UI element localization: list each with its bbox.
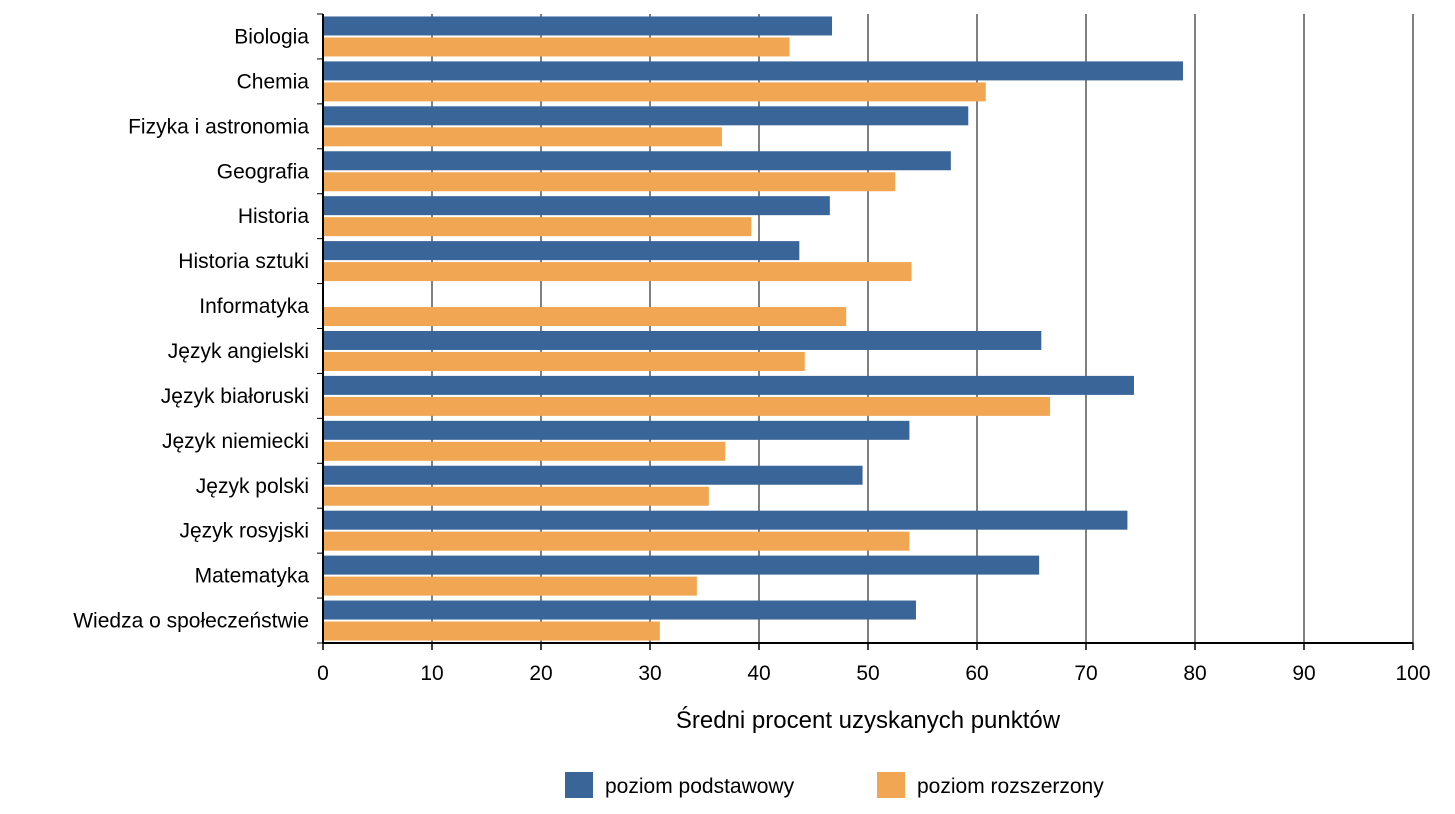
x-tick-label: 100 — [1395, 662, 1430, 685]
category-label: Chemia — [237, 70, 310, 93]
bar-rozszerzony — [323, 262, 912, 282]
x-tick-label: 80 — [1183, 662, 1206, 685]
x-tick-label: 30 — [638, 662, 661, 685]
category-label: Historia sztuki — [178, 250, 309, 273]
bar-podstawowy — [323, 151, 951, 171]
x-tick-label: 20 — [529, 662, 552, 685]
category-label: Geografia — [217, 160, 310, 183]
bar-rozszerzony — [323, 217, 752, 237]
bar-podstawowy — [323, 106, 969, 126]
bar-rozszerzony — [323, 82, 986, 102]
legend: poziom podstawowy poziom rozszerzony — [565, 772, 1104, 798]
legend-label: poziom podstawowy — [605, 775, 795, 798]
category-label: Informatyka — [199, 295, 309, 318]
category-label: Język rosyjski — [179, 520, 309, 543]
x-axis-title: Średni procent uzyskanych punktów — [676, 706, 1061, 734]
bar-podstawowy — [323, 510, 1128, 530]
bar-rozszerzony — [323, 576, 697, 596]
bar-rozszerzony — [323, 621, 660, 641]
bar-rozszerzony — [323, 396, 1051, 416]
x-tick-label: 40 — [747, 662, 770, 685]
category-label: Język niemiecki — [162, 430, 309, 453]
bar-rozszerzony — [323, 127, 722, 147]
x-tick-label: 70 — [1074, 662, 1097, 685]
bar-rozszerzony — [323, 172, 896, 192]
bar-podstawowy — [323, 600, 916, 620]
bar-podstawowy — [323, 420, 910, 440]
bar-rozszerzony — [323, 37, 790, 57]
category-label: Matematyka — [195, 565, 310, 588]
legend-swatch — [565, 772, 593, 798]
category-label: Wiedza o społeczeństwie — [73, 610, 309, 633]
bar-podstawowy — [323, 555, 1040, 575]
bar-rozszerzony — [323, 351, 805, 371]
bars — [323, 16, 1184, 641]
category-labels: Biologia Chemia Fizyka i astronomia Geograf… — [73, 25, 309, 632]
x-tick-label: 10 — [420, 662, 443, 685]
axes — [317, 13, 1414, 650]
x-tick-label: 50 — [856, 662, 879, 685]
tick-labels: 0 10 20 30 40 50 60 70 80 90 100 — [317, 662, 1430, 685]
legend-label: poziom rozszerzony — [917, 775, 1104, 798]
bar-podstawowy — [323, 61, 1184, 81]
x-tick-label: 0 — [317, 662, 329, 685]
bar-rozszerzony — [323, 441, 726, 461]
legend-swatch — [877, 772, 905, 798]
x-tick-label: 60 — [965, 662, 988, 685]
bar-podstawowy — [323, 375, 1134, 395]
category-label: Język angielski — [168, 340, 309, 363]
category-label: Historia — [238, 205, 310, 228]
bar-rozszerzony — [323, 531, 910, 551]
bar-rozszerzony — [323, 307, 847, 327]
bar-podstawowy — [323, 196, 830, 216]
category-label: Biologia — [234, 25, 309, 48]
category-label: Fizyka i astronomia — [128, 115, 309, 138]
bar-podstawowy — [323, 241, 800, 261]
bar-rozszerzony — [323, 486, 709, 506]
bar-podstawowy — [323, 465, 863, 485]
x-tick-label: 90 — [1292, 662, 1315, 685]
category-label: Język polski — [196, 475, 309, 498]
bar-podstawowy — [323, 16, 833, 36]
bar-podstawowy — [323, 330, 1042, 350]
category-label: Język białoruski — [161, 385, 309, 408]
